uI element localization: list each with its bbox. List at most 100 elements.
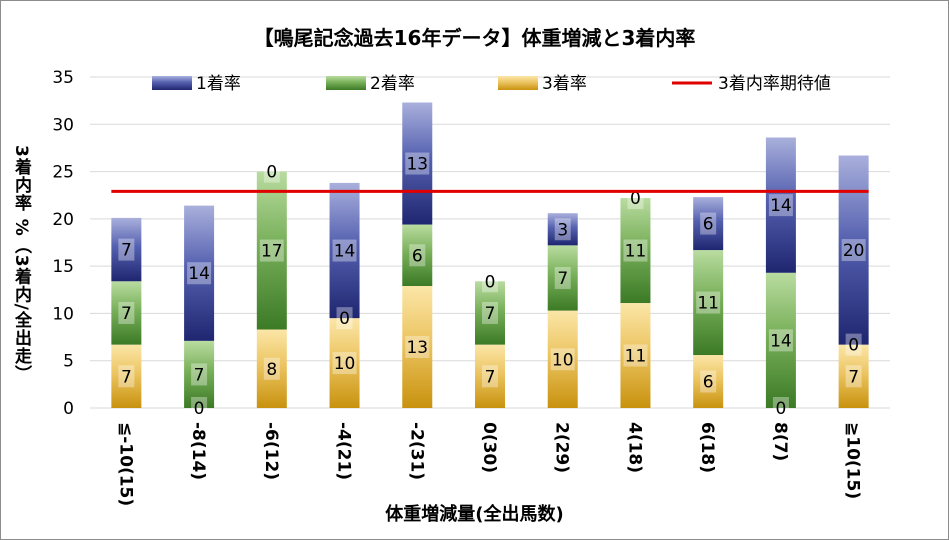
x-tick-label: 4(18)	[624, 422, 644, 473]
data-label: 7	[194, 365, 205, 385]
data-label-bg	[696, 291, 721, 314]
bar-segment	[475, 344, 505, 408]
y-tick-label: 10	[52, 304, 74, 324]
legend-swatch	[152, 76, 192, 90]
y-tick-label: 35	[52, 68, 74, 88]
data-label: 11	[625, 242, 647, 262]
data-label-bg	[191, 397, 208, 419]
data-label-bg	[845, 365, 862, 388]
bar-segment	[693, 197, 724, 251]
data-label-bg	[554, 266, 571, 289]
bar-segment	[547, 245, 578, 311]
y-tick-label: 25	[52, 163, 74, 183]
x-tick-label: -4(21)	[334, 422, 354, 480]
data-label-bg	[482, 301, 498, 324]
y-tick-label: 15	[52, 257, 74, 277]
data-label: 11	[697, 294, 719, 314]
data-label: 7	[485, 304, 496, 324]
data-label-bg	[768, 329, 793, 352]
data-label: 0	[630, 189, 641, 209]
y-tick-label: 30	[52, 115, 74, 135]
data-label: 7	[485, 367, 496, 387]
data-label: 3	[557, 220, 568, 240]
data-label: 7	[557, 269, 568, 289]
data-label-bg	[482, 365, 498, 388]
data-label: 13	[406, 338, 428, 358]
bar-segment	[184, 205, 215, 341]
data-label-bg	[332, 352, 357, 375]
data-label-bg	[768, 194, 793, 217]
legend-swatch	[498, 76, 538, 90]
bar-segment	[547, 213, 578, 246]
legend-label: 3着率	[542, 74, 587, 94]
bar-segment	[111, 344, 142, 408]
bar-segment	[838, 155, 869, 345]
data-label: 7	[121, 367, 132, 387]
bar-segment	[547, 310, 578, 408]
data-label-bg	[259, 239, 284, 262]
bar-segment	[475, 281, 505, 345]
bar-segment	[256, 171, 287, 330]
legend-label: 3着内率期待値	[718, 74, 831, 94]
data-label: 17	[261, 242, 283, 262]
data-label-bg	[332, 239, 357, 262]
data-label: 0	[194, 399, 205, 419]
bar-segment	[402, 102, 433, 225]
data-label: 14	[770, 196, 792, 216]
data-label: 0	[775, 399, 786, 419]
y-tick-label: 5	[63, 352, 74, 372]
y-tick-label: 0	[63, 399, 74, 419]
bar-segment	[184, 340, 215, 408]
data-label: 14	[188, 264, 210, 284]
chart-title: 【鳴尾記念過去16年データ】体重増減と3着内率	[253, 26, 696, 50]
data-label: 0	[848, 336, 859, 356]
data-label-bg	[409, 244, 426, 267]
data-label: 20	[843, 241, 865, 261]
data-label: 0	[485, 272, 496, 292]
data-label: 8	[266, 360, 277, 380]
bar-segment	[693, 250, 724, 356]
bar-segment	[111, 217, 142, 282]
data-label: 6	[703, 215, 714, 235]
bar-segment	[620, 198, 651, 304]
data-label-bg	[263, 160, 280, 183]
data-label-bg	[118, 301, 135, 324]
data-label: 0	[339, 309, 350, 329]
data-label-bg	[482, 270, 498, 293]
data-label: 10	[334, 354, 356, 374]
data-label: 0	[266, 163, 277, 183]
bar-segment	[765, 137, 796, 273]
bar-segment	[329, 318, 360, 408]
data-label-bg	[191, 363, 208, 386]
bar-segment	[256, 329, 287, 408]
data-label-bg	[263, 357, 280, 380]
data-label: 10	[552, 350, 574, 370]
x-tick-label: -2(31)	[406, 422, 426, 480]
x-tick-label: 8(7)	[770, 422, 790, 461]
data-label: 14	[770, 331, 792, 351]
x-tick-label: 2(29)	[552, 422, 572, 473]
bar-segment	[620, 303, 651, 408]
x-tick-label: 0(30)	[479, 422, 499, 473]
data-label-bg	[187, 262, 212, 285]
bar-segment	[765, 272, 796, 408]
data-label: 7	[848, 367, 859, 387]
data-label-bg	[405, 336, 430, 359]
data-label-bg	[405, 152, 430, 175]
data-label-bg	[772, 397, 789, 419]
bar-segment	[838, 344, 869, 408]
data-label: 6	[412, 246, 423, 266]
data-label-bg	[550, 348, 575, 371]
bar-segment	[329, 182, 360, 319]
data-label: 11	[625, 347, 647, 367]
bar-segment	[402, 286, 433, 408]
bar-segment	[111, 281, 142, 345]
data-label-bg	[700, 370, 717, 393]
data-label: 14	[334, 242, 356, 262]
data-label: 7	[121, 241, 132, 261]
legend-swatch	[326, 76, 366, 90]
data-label-bg	[554, 218, 571, 241]
bar-segment	[693, 355, 724, 408]
y-tick-label: 20	[52, 210, 74, 230]
